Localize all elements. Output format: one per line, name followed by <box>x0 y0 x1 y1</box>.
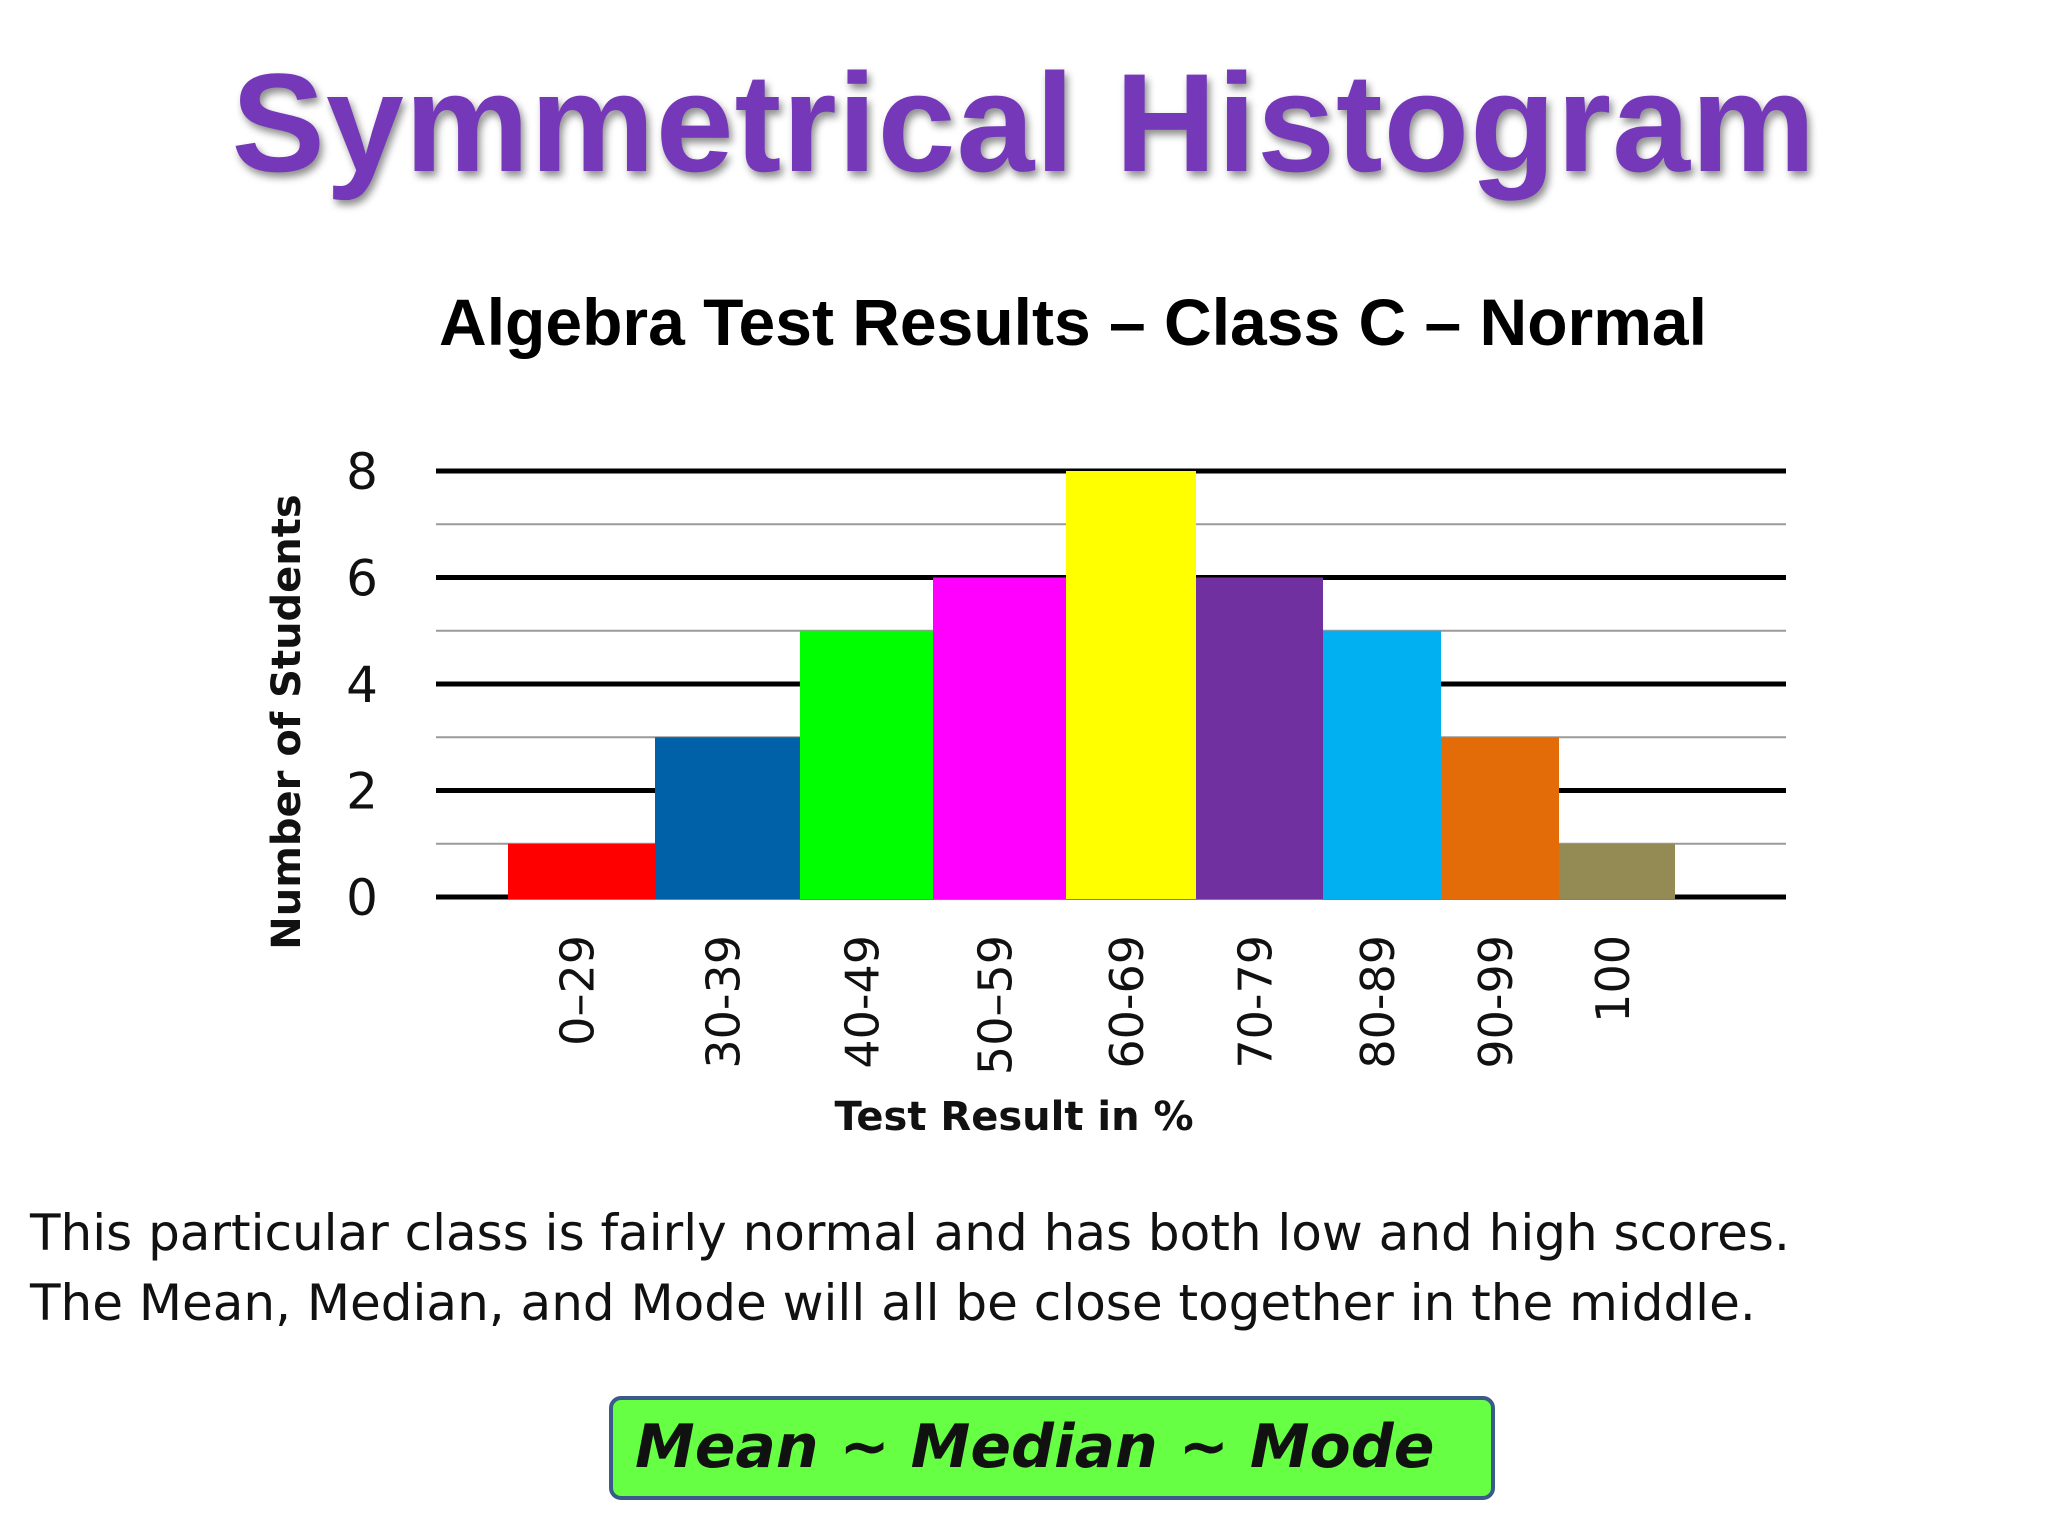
x-tick-label: 60-69 <box>1100 935 1154 1069</box>
bar-2 <box>800 630 933 899</box>
summary-text: Mean ~ Median ~ Mode <box>635 1412 1435 1482</box>
description-line: This particular class is fairly normal a… <box>30 1204 1790 1262</box>
description-line: The Mean, Median, and Mode will all be c… <box>30 1274 1756 1332</box>
x-tick-label: 70-79 <box>1229 935 1283 1069</box>
bar-1 <box>655 737 800 899</box>
bar-4 <box>1066 471 1196 899</box>
x-tick-label: 30-39 <box>697 935 751 1069</box>
bar-8 <box>1559 843 1675 899</box>
chart-title: Algebra Test Results – Class C – Normal <box>439 285 1707 359</box>
bar-6 <box>1323 630 1441 899</box>
y-tick-labels: 0 2 4 6 8 <box>346 443 378 927</box>
x-tick-label: 50–59 <box>969 935 1023 1075</box>
x-axis-label: Test Result in % <box>834 1094 1193 1140</box>
y-tick-label: 4 <box>346 656 378 714</box>
y-tick-label: 8 <box>346 443 378 501</box>
x-tick-label: 80-89 <box>1351 935 1405 1069</box>
y-tick-label: 2 <box>346 763 378 821</box>
x-tick-label: 100 <box>1586 935 1640 1023</box>
bar-0 <box>508 843 655 899</box>
description-text: This particular class is fairly normal a… <box>30 1198 2020 1338</box>
summary-box: Mean ~ Median ~ Mode <box>609 1396 1495 1500</box>
y-tick-label: 0 <box>346 869 378 927</box>
x-tick-label: 40-49 <box>836 935 890 1069</box>
bar-5 <box>1196 577 1323 899</box>
x-tick-label: 0–29 <box>551 935 605 1046</box>
x-tick-label: 90-99 <box>1469 935 1523 1069</box>
x-tick-labels: 0–29 30-39 40-49 50–59 60-69 70-79 80-89 90-99 1… <box>551 935 1641 1075</box>
y-axis-label: Number of Students <box>264 494 310 949</box>
bar-3 <box>933 577 1066 899</box>
bars <box>508 471 1675 899</box>
histogram-chart: Algebra Test Results – Class C – Normal … <box>264 285 1786 1140</box>
bar-7 <box>1441 737 1559 899</box>
y-tick-label: 6 <box>346 550 378 608</box>
slide-title: Symmetrical Histogram <box>231 44 1817 201</box>
